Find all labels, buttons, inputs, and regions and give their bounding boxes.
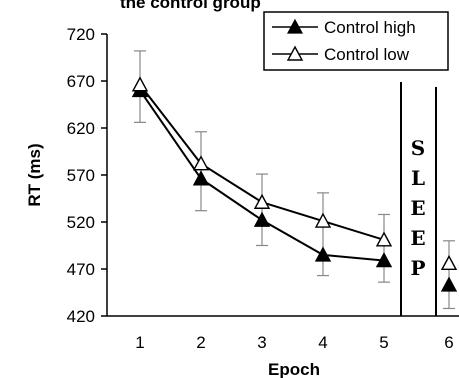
data-point-post-sleep-low bbox=[440, 254, 458, 271]
data-point-control-low bbox=[375, 231, 393, 247]
y-tick-label: 420 bbox=[67, 307, 95, 326]
data-point-control-high bbox=[253, 211, 271, 227]
x-tick-label: 1 bbox=[135, 333, 144, 352]
data-point-control-high bbox=[375, 252, 393, 268]
sleep-letter: E bbox=[410, 226, 425, 250]
legend-label-low: Control low bbox=[324, 45, 410, 64]
legend-label-high: Control high bbox=[324, 18, 416, 37]
sleep-letter: L bbox=[411, 166, 425, 190]
sleep-letter: P bbox=[410, 256, 425, 280]
data-point-control-low bbox=[314, 212, 332, 228]
y-tick-label: 470 bbox=[67, 260, 95, 279]
chart-title: the control group bbox=[120, 0, 261, 12]
error-bars bbox=[134, 50, 455, 310]
y-tick-label: 520 bbox=[67, 213, 95, 232]
legend-marker-filled-triangle-icon bbox=[286, 18, 304, 34]
y-tick-label: 720 bbox=[67, 25, 95, 44]
sleep-letter: S bbox=[411, 136, 425, 160]
x-axis-ticks: 1 2 3 4 5 6 bbox=[135, 333, 453, 352]
data-point-control-low bbox=[192, 155, 210, 171]
data-point-control-high bbox=[192, 170, 210, 186]
sleep-letter: E bbox=[410, 196, 425, 220]
x-tick-label: 2 bbox=[196, 333, 205, 352]
y-axis-title: RT (ms) bbox=[25, 143, 44, 206]
legend: Control high Control low bbox=[263, 11, 449, 71]
y-axis-ticks: 420 470 520 570 620 670 720 bbox=[67, 25, 107, 326]
data-point-control-low bbox=[131, 76, 149, 92]
x-tick-label: 4 bbox=[318, 333, 327, 352]
data-point-post-sleep-high bbox=[440, 276, 458, 292]
x-tick-label: 6 bbox=[444, 333, 453, 352]
y-tick-label: 620 bbox=[67, 119, 95, 138]
data-point-control-low bbox=[253, 193, 271, 209]
x-tick-label: 3 bbox=[257, 333, 266, 352]
x-axis-title: Epoch bbox=[268, 360, 320, 378]
x-tick-label: 5 bbox=[379, 333, 388, 352]
legend-marker-open-triangle-icon bbox=[286, 45, 304, 61]
y-tick-label: 670 bbox=[67, 72, 95, 91]
series-markers bbox=[131, 76, 458, 292]
data-point-control-high bbox=[314, 246, 332, 262]
y-tick-label: 570 bbox=[67, 166, 95, 185]
